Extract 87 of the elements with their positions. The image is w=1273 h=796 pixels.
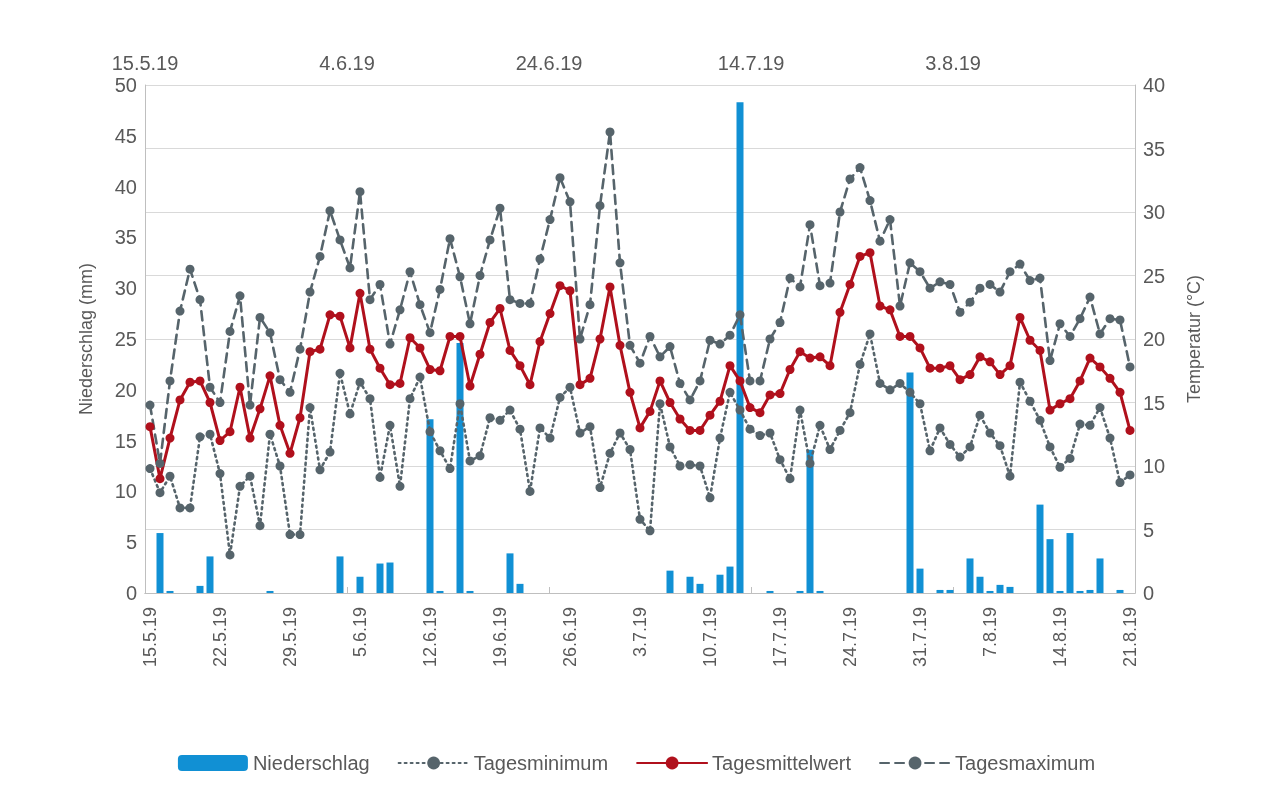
y2-tick-label: 25 [1143, 264, 1166, 287]
x-tick-label: 14.8.19 [1050, 607, 1070, 668]
bar [386, 562, 394, 593]
x-tick-label: 19.6.19 [490, 607, 510, 668]
bar [666, 570, 674, 593]
y2-tick-label: 0 [1143, 582, 1155, 604]
bar [266, 590, 274, 593]
bar [376, 563, 384, 593]
y2-tick-label: 10 [1143, 455, 1166, 477]
y-tick-label: 40 [114, 175, 137, 198]
x2-tick-label: 3.8.19 [925, 52, 981, 74]
y2-tick-label: 15 [1143, 391, 1166, 414]
bar [696, 583, 704, 593]
bar [1046, 539, 1054, 593]
bar [936, 589, 944, 593]
y-tick-label: 0 [125, 582, 137, 604]
bar [946, 589, 954, 593]
bar [156, 533, 164, 593]
x-tick-label: 10.7.19 [700, 607, 720, 668]
y2-tick-label: 35 [1143, 137, 1166, 160]
bar [916, 568, 924, 593]
bar [816, 590, 824, 593]
y-tick-label: 45 [114, 124, 137, 147]
bar [806, 449, 814, 593]
bar [516, 583, 524, 593]
bar [996, 584, 1004, 593]
bar [206, 556, 214, 593]
x-tick-label: 5.6.19 [350, 607, 370, 658]
bar [686, 576, 694, 593]
legend-label: Tagesmaximum [955, 752, 1096, 774]
y-axis-title: Niederschlag (mm) [76, 262, 96, 416]
y-tick-label: 10 [114, 480, 137, 503]
bar [966, 558, 974, 593]
legend-label: Tagesminimum [473, 752, 609, 774]
y2-tick-label: 20 [1143, 328, 1166, 350]
bar [1006, 586, 1014, 593]
x2-tick-label: 14.7.19 [717, 52, 785, 74]
bar [1086, 589, 1094, 593]
bar [1036, 504, 1044, 593]
x-tick-label: 31.7.19 [910, 607, 930, 668]
x-tick-label: 17.7.19 [770, 607, 790, 668]
x-tick-label: 29.5.19 [280, 607, 300, 668]
bar [736, 102, 744, 593]
x2-tick-label: 24.6.19 [515, 52, 583, 74]
bar [196, 585, 204, 593]
y-tick-label: 30 [114, 277, 137, 300]
bar [436, 590, 444, 593]
legend-label: Tagesmittelwert [712, 752, 852, 774]
bar [976, 576, 984, 593]
bar [166, 590, 174, 593]
bar [466, 590, 474, 593]
y-tick-label: 15 [114, 429, 137, 452]
bar [1056, 590, 1064, 593]
bar [1066, 533, 1074, 593]
x-tick-label: 15.5.19 [140, 607, 160, 668]
x-tick-label: 12.6.19 [420, 607, 440, 668]
y-tick-label: 5 [125, 531, 137, 554]
bar [1116, 589, 1124, 593]
x2-tick-label: 4.6.19 [319, 52, 375, 74]
bar [1076, 590, 1084, 593]
x-tick-label: 26.6.19 [560, 607, 580, 668]
bar [986, 590, 994, 593]
x-tick-label: 7.8.19 [980, 607, 1000, 658]
x-tick-label: 3.7.19 [630, 607, 650, 658]
bar [766, 590, 774, 593]
y2-tick-label: 30 [1143, 201, 1166, 223]
y2-tick-label: 40 [1143, 74, 1166, 96]
y-tick-label: 35 [114, 226, 137, 249]
bar [906, 372, 914, 593]
bar [1096, 558, 1104, 593]
bar [716, 574, 724, 593]
y2-tick-label: 5 [1143, 518, 1155, 541]
bar [726, 566, 734, 593]
y2-axis-title: Temperatur (°C) [1184, 274, 1204, 404]
y-tick-label: 50 [114, 74, 137, 96]
x-tick-label: 21.8.19 [1120, 607, 1140, 668]
bar [336, 556, 344, 593]
bar [796, 590, 804, 593]
bar [426, 419, 434, 593]
y-tick-label: 25 [114, 328, 137, 350]
x2-tick-label: 15.5.19 [111, 52, 179, 74]
bar [356, 576, 364, 593]
x-tick-label: 24.7.19 [840, 607, 860, 668]
x-tick-label: 22.5.19 [210, 607, 230, 668]
legend-label: Niederschlag [252, 752, 370, 774]
y-tick-label: 20 [114, 378, 137, 401]
bar [506, 553, 514, 593]
